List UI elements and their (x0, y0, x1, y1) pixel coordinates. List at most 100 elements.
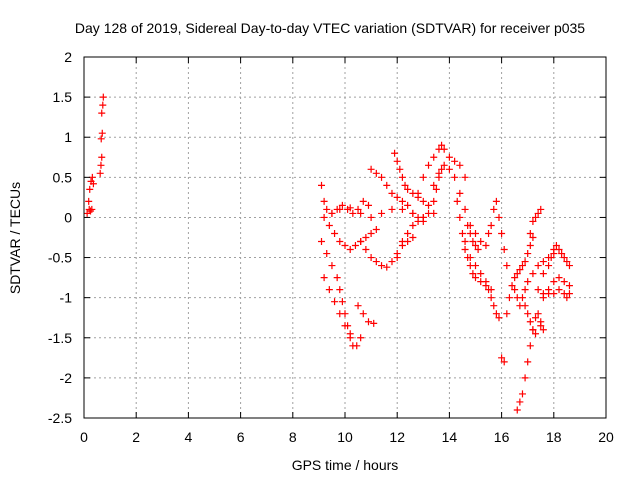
data-point (560, 278, 568, 286)
data-point (419, 197, 427, 205)
data-point (490, 205, 498, 213)
data-point (370, 319, 378, 327)
x-tick-label: 8 (289, 429, 297, 445)
series-arc-20 (521, 274, 573, 338)
data-point (372, 169, 380, 177)
x-tick-label: 10 (337, 429, 353, 445)
data-point (521, 258, 529, 266)
x-tick-label: 12 (389, 429, 405, 445)
data-point (354, 205, 362, 213)
series-arc-13 (461, 238, 503, 322)
data-point (87, 207, 95, 215)
data-point (482, 242, 490, 250)
data-point (325, 286, 333, 294)
data-point (500, 358, 508, 366)
series-arc-4 (320, 213, 380, 254)
data-point (529, 234, 537, 241)
data-point (503, 262, 511, 270)
data-point (537, 318, 545, 326)
data-point (472, 229, 479, 237)
data-point (498, 229, 506, 237)
data-point (331, 229, 339, 237)
data-point (341, 242, 349, 250)
data-point (354, 302, 362, 310)
data-point (461, 205, 469, 213)
data-point (331, 298, 339, 306)
data-point (85, 197, 93, 205)
data-point (477, 238, 485, 246)
data-point (404, 185, 412, 193)
data-point (383, 181, 391, 189)
data-point (521, 286, 529, 294)
data-point (456, 189, 464, 197)
data-point (532, 330, 540, 338)
data-point (318, 238, 326, 246)
data-point (338, 298, 346, 306)
x-tick-label: 20 (598, 429, 614, 445)
data-point (336, 205, 344, 213)
data-point (96, 169, 104, 177)
series-arc-22 (534, 286, 573, 302)
data-point (430, 153, 438, 161)
data-point (325, 221, 333, 229)
data-point (461, 173, 469, 181)
data-point (511, 286, 519, 294)
data-point (97, 135, 105, 143)
y-tick-label: 0.5 (53, 169, 73, 185)
data-point (445, 165, 453, 173)
x-tick-label: 2 (132, 429, 140, 445)
data-point (451, 173, 459, 181)
series-arc-8 (391, 149, 433, 209)
data-point (438, 141, 446, 149)
data-point (404, 229, 412, 237)
series-arc-16 (503, 234, 537, 318)
y-tick-label: -1.5 (48, 330, 72, 346)
data-point (461, 246, 469, 254)
data-point (320, 274, 328, 282)
series-arc-15 (498, 354, 508, 366)
data-point (521, 374, 529, 382)
data-point (565, 290, 573, 298)
data-point (99, 101, 107, 109)
data-point (490, 302, 498, 310)
data-point (425, 201, 433, 209)
series-arc-1 (318, 238, 365, 350)
data-point (440, 161, 448, 169)
data-point (503, 310, 511, 318)
data-point (404, 201, 412, 209)
series-early-b (96, 93, 107, 177)
data-point (338, 201, 346, 209)
data-point (529, 217, 537, 225)
data-point (346, 330, 354, 338)
y-tick-label: -0.5 (48, 250, 72, 266)
data-point (336, 238, 344, 246)
data-point (526, 342, 534, 350)
data-point (550, 278, 558, 286)
data-point (524, 250, 532, 258)
data-point (558, 250, 566, 258)
series-arc-11 (430, 161, 482, 254)
x-tick-label: 14 (442, 429, 458, 445)
data-point (524, 278, 532, 286)
data-point (388, 189, 396, 197)
data-point (396, 165, 404, 173)
y-axis-label: SDTVAR / TECUs (7, 182, 23, 294)
x-axis-label: GPS time / hours (292, 457, 399, 473)
data-point (346, 246, 354, 254)
data-point (364, 318, 372, 326)
data-point (534, 262, 542, 270)
data-point (419, 173, 427, 181)
data-point (419, 213, 427, 221)
data-point (367, 229, 375, 237)
data-point (359, 197, 367, 205)
data-point (539, 258, 547, 266)
data-point (524, 310, 532, 318)
data-point (555, 246, 563, 254)
data-point (398, 238, 406, 246)
y-tick-label: 2 (64, 49, 72, 65)
data-point (513, 406, 521, 414)
data-point (474, 246, 482, 254)
data-point (383, 263, 391, 271)
data-point (372, 258, 380, 266)
